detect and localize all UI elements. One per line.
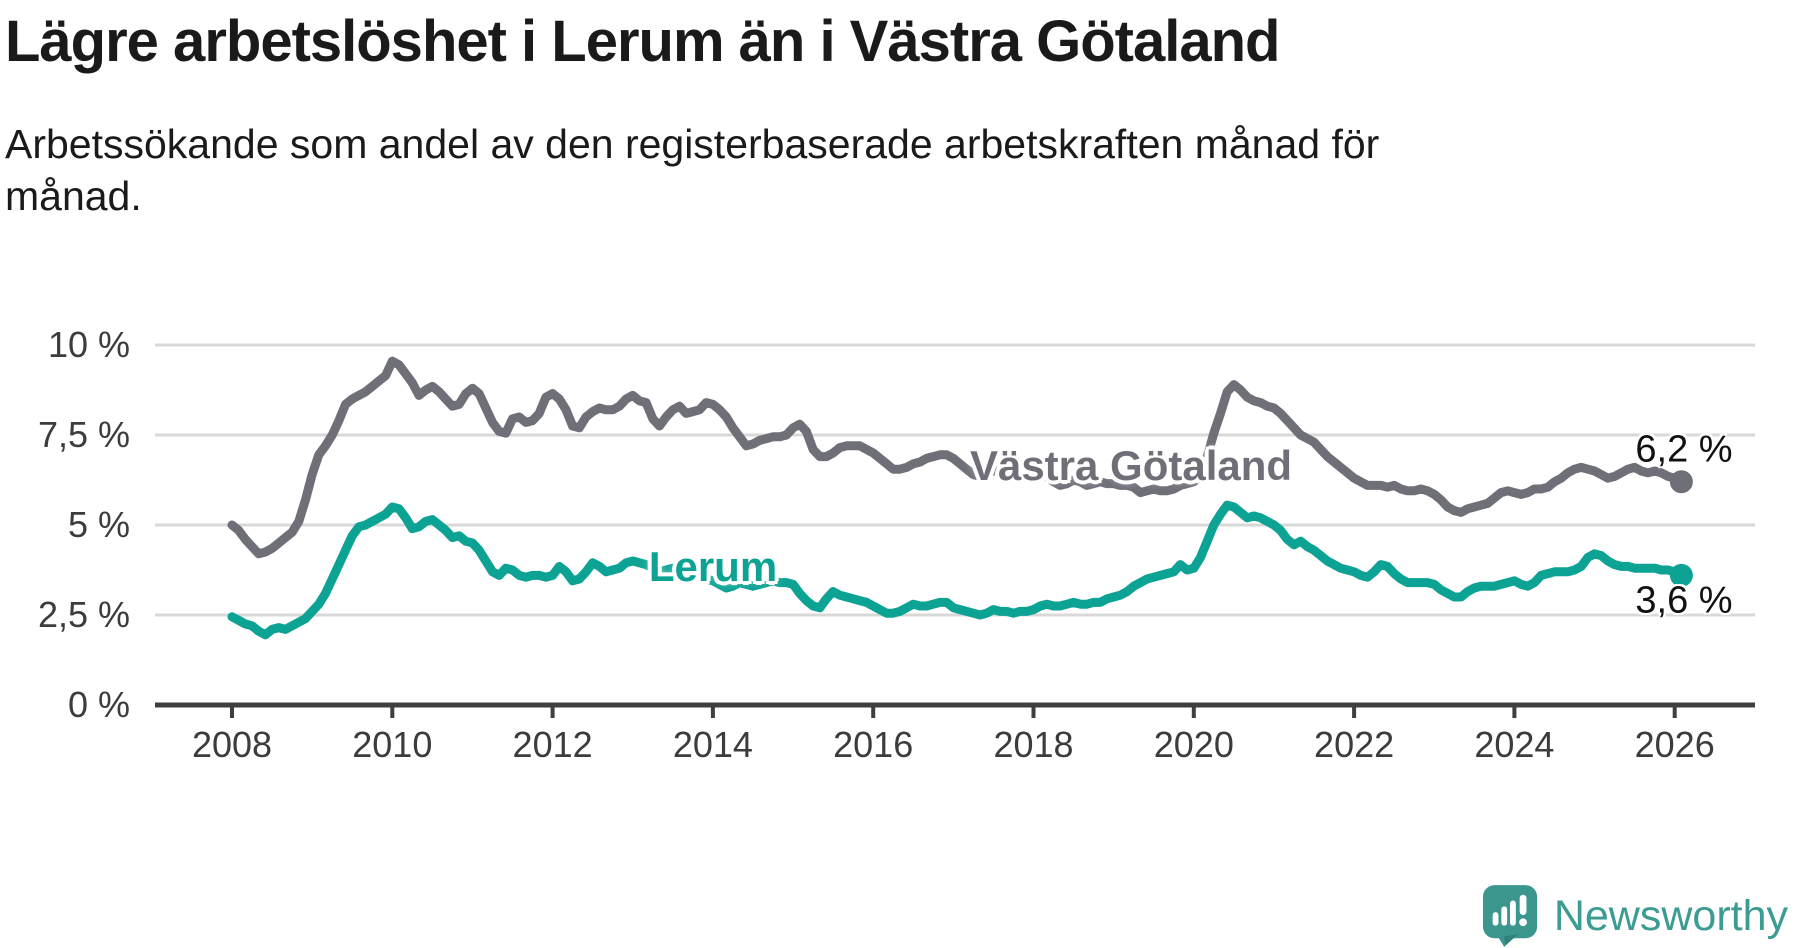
v-stra-g-taland-line [227,356,1686,559]
newsworthy-brand: Newsworthy [1482,884,1788,948]
x-tick-label: 2016 [833,724,914,765]
x-tick-label: 2008 [191,724,273,765]
y-tick-label: 5 % [67,504,130,545]
end-value-label-vastra-gotaland: 6,2 % [1635,428,1733,471]
y-tick-label: 0 % [67,684,130,725]
y-tick-label: 2,5 % [37,594,130,635]
v-stra-g-taland-end-dot [1669,470,1693,494]
gridlines [155,343,1755,617]
x-axis [155,702,1755,718]
x-tick-label: 2010 [352,724,433,765]
end-value-label-lerum: 3,6 % [1635,579,1733,622]
newsworthy-logo-icon [1482,885,1537,947]
series-label-vastra-gotaland: Västra Götaland [969,442,1293,489]
x-tick-label: 2014 [672,724,753,765]
y-tick-label: 7,5 % [37,414,130,455]
x-tick-label: 2024 [1474,724,1555,765]
x-tick-label: 2020 [1153,724,1234,765]
lerum-line [227,500,1686,640]
series-label-lerum: Lerum [648,543,778,590]
chart-subtitle: Arbetssökande som andel av den registerb… [5,121,1380,220]
series-lines [227,356,1693,640]
newsworthy-wordmark: Newsworthy [1553,891,1788,940]
x-tick-label: 2022 [1314,724,1395,765]
y-tick-label: 10 % [47,324,130,365]
x-tick-label: 2012 [512,724,593,765]
chart-title: Lägre arbetslöshet i Lerum än i Västra G… [5,9,1280,74]
x-tick-label: 2026 [1634,724,1715,765]
x-tick-label: 2018 [993,724,1074,765]
lerum-end-dot [1669,563,1693,587]
